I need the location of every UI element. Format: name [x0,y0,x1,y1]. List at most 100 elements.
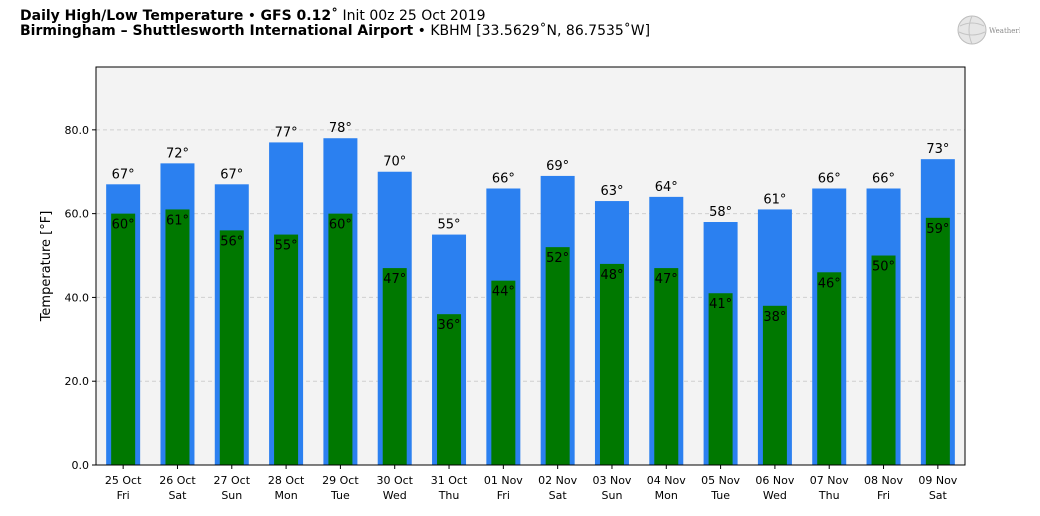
x-tick-label-day: Fri [117,489,130,502]
x-tick-label-date: 27 Oct [214,474,251,487]
title-separator: • [247,8,257,24]
bars [106,138,955,465]
model-name: GFS 0.12˚ [260,8,339,24]
low-temp-label: 46° [818,276,841,291]
location-name: Birmingham – Shuttlesworth International… [20,23,414,39]
low-temp-bar [491,280,516,465]
y-tick-label: 60.0 [65,208,90,221]
x-tick-label-date: 28 Oct [268,474,305,487]
low-temp-bar [437,314,462,465]
x-tick-label-day: Thu [818,489,840,502]
weatherbell-logo: WeatherBELL [956,13,1039,47]
high-temp-label: 69° [546,159,569,174]
init-time: Init 00z 25 Oct 2019 [342,8,486,24]
low-temp-bar [328,213,353,465]
low-temp-bar [382,268,407,465]
low-temp-bar [545,247,570,465]
x-tick-label-date: 26 Oct [159,474,196,487]
high-temp-label: 66° [872,171,895,186]
x-tick-label-day: Thu [438,489,460,502]
high-temp-label: 70° [383,155,406,170]
x-tick-label-date: 03 Nov [592,474,631,487]
x-tick-label-date: 31 Oct [431,474,468,487]
location-separator: • [417,23,426,39]
y-tick-label: 0.0 [72,459,90,472]
x-tick-label-date: 08 Nov [864,474,903,487]
low-temp-bar [654,268,679,465]
high-temp-label: 67° [112,167,135,182]
high-temp-label: 66° [492,171,515,186]
low-temp-bar [762,305,787,465]
low-temp-label: 50° [872,260,895,275]
low-temp-label: 38° [763,310,786,325]
x-tick-label-day: Wed [763,489,787,502]
x-tick-label-date: 05 Nov [701,474,740,487]
axes: 0.0 20.0 40.0 60.0 80.0 25 Oct Fri 26 Oct Sat 27 … [65,124,958,502]
low-temp-label: 59° [926,222,949,237]
x-tick-label-date: 06 Nov [755,474,794,487]
x-tick-label-day: Sat [929,489,948,502]
low-temp-bar [274,234,299,465]
logo-text: WeatherBELL [989,27,1020,35]
low-temp-label: 52° [546,251,569,266]
high-temp-label: 73° [926,142,949,157]
low-temp-bar [925,217,950,465]
low-temp-label: 44° [492,285,515,300]
high-temp-label: 72° [166,146,189,161]
high-temp-label: 58° [709,205,732,220]
low-temp-bar [871,255,896,465]
globe-logo-icon: WeatherBELL [957,15,1039,45]
low-temp-label: 56° [220,234,243,249]
low-temp-label: 47° [383,272,406,287]
low-temp-label: 60° [112,218,135,233]
x-tick-label-date: 01 Nov [484,474,523,487]
y-axis-title: Temperature [°F] [39,211,54,323]
low-temp-label: 61° [166,213,189,228]
plot-frame [95,66,966,466]
high-temp-label: 78° [329,121,352,136]
high-temp-label: 55° [438,218,461,233]
x-tick-label-day: Sat [549,489,568,502]
x-tick-label-date: 02 Nov [538,474,577,487]
station-coords: KBHM [33.5629˚N, 86.7535˚W] [430,23,651,39]
x-tick-label-date: 30 Oct [376,474,413,487]
x-tick-label-day: Tue [330,489,350,502]
low-temp-bar [219,230,244,465]
high-temp-label: 63° [600,184,623,199]
x-tick-label-day: Wed [383,489,407,502]
x-tick-label-date: 04 Nov [647,474,686,487]
x-tick-label-date: 09 Nov [918,474,957,487]
high-temp-label: 66° [818,171,841,186]
high-temp-label: 61° [763,192,786,207]
low-temp-bar [111,213,136,465]
x-tick-label-day: Sat [168,489,187,502]
x-tick-label-date: 29 Oct [322,474,359,487]
low-temp-label: 47° [655,272,678,287]
x-tick-label-day: Sun [221,489,242,502]
value-labels: 67° 60° 72° 61° 67° 56° 77° 55° 78° 60° 70° 47° 55° 3… [112,121,950,333]
low-temp-bar [165,209,190,465]
low-temp-label: 36° [438,318,461,333]
low-temp-label: 60° [329,218,352,233]
chart-title-line2: Birmingham – Shuttlesworth International… [20,23,650,39]
low-temp-bar [708,293,733,465]
low-temp-bar [817,272,842,465]
x-tick-label-day: Mon [655,489,678,502]
y-tick-label: 20.0 [65,375,90,388]
x-tick-label-day: Fri [497,489,510,502]
x-tick-label-date: 07 Nov [810,474,849,487]
low-temp-label: 41° [709,297,732,312]
y-tick-label: 40.0 [65,291,90,304]
low-temp-label: 55° [275,239,298,254]
low-temp-bar [599,263,624,465]
chart-title: Daily High/Low Temperature [20,8,244,24]
chart-title-line1: Daily High/Low Temperature • GFS 0.12˚ I… [20,8,486,24]
x-tick-label-day: Tue [710,489,730,502]
x-tick-label-day: Mon [274,489,297,502]
low-temp-label: 48° [600,268,623,283]
y-tick-label: 80.0 [65,124,90,137]
x-tick-label-date: 25 Oct [105,474,142,487]
high-temp-label: 64° [655,180,678,195]
high-temp-label: 77° [275,125,298,140]
